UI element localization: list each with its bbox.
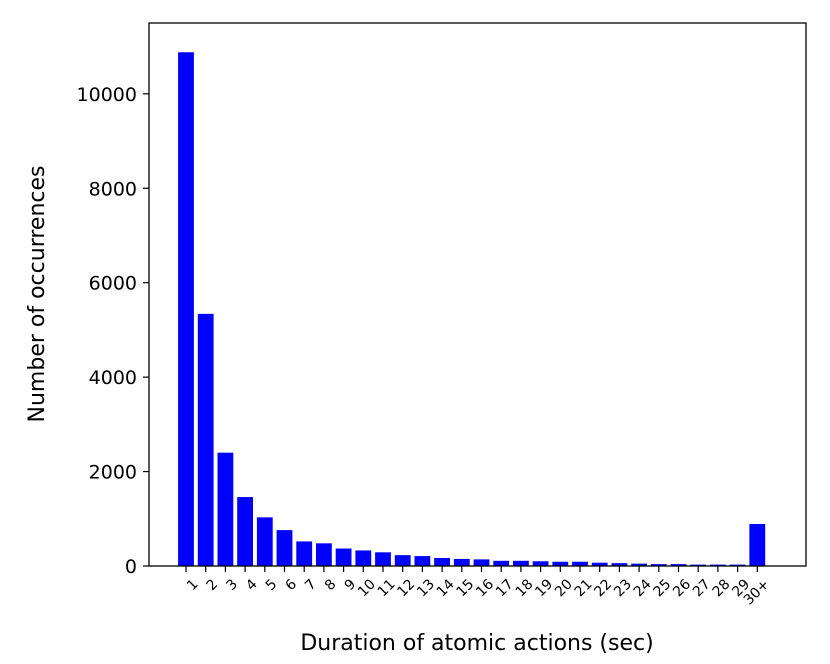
bar-4 — [237, 497, 253, 566]
bar-8 — [316, 543, 332, 566]
bar-22 — [591, 562, 608, 566]
bar-26 — [670, 564, 687, 566]
y-tick-label: 10000 — [77, 84, 137, 106]
x-axis-label: Duration of atomic actions (sec) — [300, 631, 653, 656]
y-tick-label: 4000 — [89, 367, 137, 389]
bar-15 — [453, 558, 470, 566]
bar-24 — [631, 563, 647, 566]
y-tick-label: 0 — [125, 556, 137, 578]
bar-21 — [572, 561, 588, 566]
bar-11 — [375, 552, 391, 566]
bar-13 — [414, 556, 431, 566]
y-axis-ticks: 0 2000 4000 6000 8000 10000 — [77, 84, 149, 578]
bar-25 — [650, 564, 667, 566]
bar-9 — [335, 548, 352, 566]
bar-27 — [690, 564, 707, 566]
bar-7 — [296, 541, 313, 566]
bar-19 — [532, 561, 549, 566]
bar-14 — [434, 557, 450, 566]
y-tick-label: 2000 — [89, 462, 137, 484]
y-tick-label: 6000 — [89, 273, 137, 295]
bars-group — [178, 52, 766, 566]
bar-30+ — [749, 523, 766, 566]
bar-16 — [473, 559, 490, 566]
bar-17 — [493, 560, 510, 566]
bar-18 — [513, 560, 529, 566]
bar-10 — [355, 550, 372, 566]
bar-23 — [611, 563, 628, 566]
bar-28 — [710, 564, 726, 566]
bar-20 — [552, 561, 569, 566]
bar-12 — [394, 555, 411, 566]
bar-5 — [256, 517, 273, 566]
bar-6 — [276, 530, 293, 566]
bar-1 — [178, 52, 194, 566]
bar-2 — [197, 313, 214, 566]
y-axis-label: Number of occurrences — [25, 166, 50, 423]
y-tick-label: 8000 — [89, 178, 137, 200]
bar-3 — [217, 452, 234, 566]
bar-29 — [729, 564, 746, 566]
plot-frame — [148, 22, 807, 567]
